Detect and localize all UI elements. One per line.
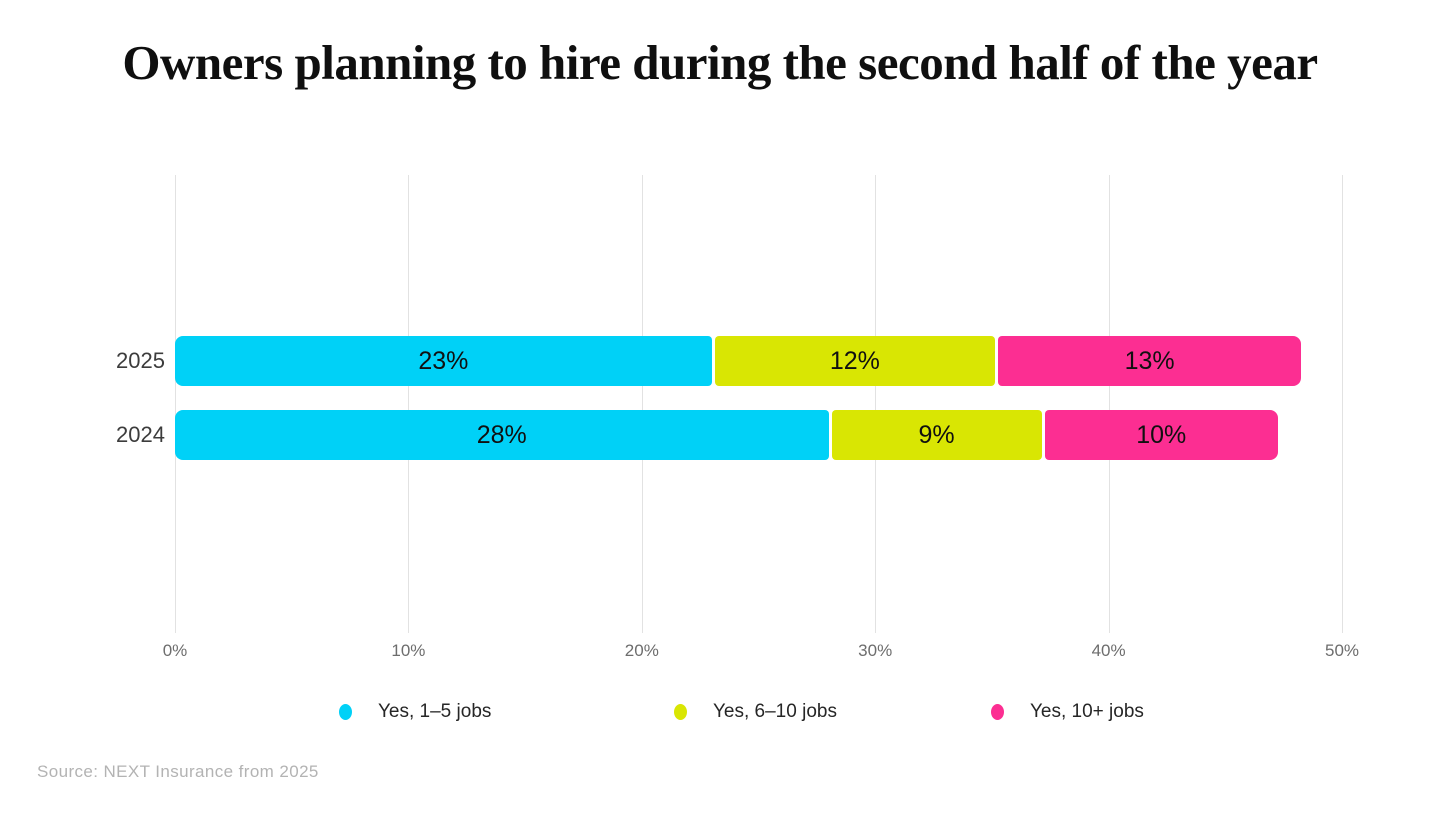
- plot-area: 23% 12% 13% 28% 9% 10% 2025 2024 0% 10% 20% 30% 40…: [116, 175, 1359, 660]
- bar-segment-2024-2: 9%: [831, 410, 1042, 460]
- gridline: [1342, 175, 1343, 633]
- bar-segment-2025-3: 13%: [997, 336, 1302, 386]
- bar-row-2024: 28% 9% 10%: [175, 410, 1278, 460]
- x-tick-label: 10%: [391, 641, 426, 660]
- legend-item-1: Yes, 1–5 jobs: [339, 701, 491, 723]
- chart-title: Owners planning to hire during the secon…: [122, 35, 1318, 90]
- bar-row-2025: 23% 12% 13%: [175, 336, 1302, 386]
- bar-segment-2024-3: 10%: [1044, 410, 1278, 460]
- bar-value-label: 10%: [1136, 420, 1187, 449]
- bar-value-label: 23%: [418, 346, 469, 375]
- legend-label: Yes, 1–5 jobs: [378, 701, 492, 722]
- gridline: [641, 175, 643, 633]
- legend: Yes, 1–5 jobs Yes, 6–10 jobs Yes, 10+ jobs: [0, 701, 1440, 729]
- x-tick-label: 40%: [1091, 641, 1126, 660]
- legend-dot-icon: [991, 704, 1004, 720]
- x-tick-label: 30%: [858, 641, 893, 660]
- gridline: [1108, 175, 1110, 633]
- y-axis-label-2024: 2024: [116, 422, 165, 447]
- legend-item-3: Yes, 10+ jobs: [991, 701, 1144, 723]
- legend-dot-icon: [674, 704, 687, 720]
- x-tick-label: 50%: [1324, 641, 1360, 660]
- bar-segment-2025-2: 12%: [714, 336, 995, 386]
- gridline: [408, 175, 410, 633]
- bar-value-label: 28%: [476, 420, 527, 449]
- source-note: Source: NEXT Insurance from 2025: [37, 762, 319, 781]
- bar-value-label: 9%: [918, 420, 955, 449]
- x-tick-label: 20%: [624, 641, 659, 660]
- legend-dot-icon: [339, 704, 352, 720]
- legend-item-2: Yes, 6–10 jobs: [674, 701, 837, 723]
- legend-label: Yes, 10+ jobs: [1030, 701, 1144, 722]
- bar-segment-2024-1: 28%: [175, 410, 829, 460]
- legend-label: Yes, 6–10 jobs: [713, 701, 837, 722]
- gridline: [175, 175, 176, 633]
- y-axis-label-2025: 2025: [116, 348, 165, 373]
- bar-segment-2025-1: 23%: [175, 336, 712, 386]
- bar-value-label: 13%: [1124, 346, 1175, 375]
- gridline: [875, 175, 877, 633]
- bar-value-label: 12%: [829, 346, 880, 375]
- x-tick-label: 0%: [162, 641, 188, 660]
